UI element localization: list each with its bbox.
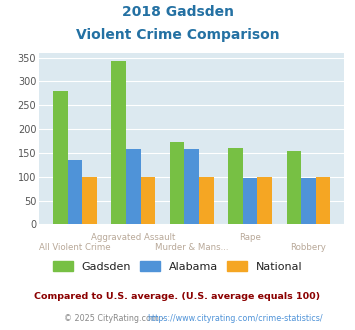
Legend: Gadsden, Alabama, National: Gadsden, Alabama, National — [48, 256, 307, 276]
Bar — [111, 61, 126, 224]
Text: https://www.cityrating.com/crime-statistics/: https://www.cityrating.com/crime-statist… — [147, 314, 323, 323]
Bar — [199, 177, 214, 224]
Bar — [126, 149, 141, 224]
Bar — [141, 177, 155, 224]
Bar — [53, 91, 67, 224]
Text: All Violent Crime: All Violent Crime — [39, 243, 111, 251]
Text: Murder & Mans...: Murder & Mans... — [155, 243, 229, 251]
Bar — [184, 149, 199, 224]
Text: Violent Crime Comparison: Violent Crime Comparison — [76, 28, 279, 42]
Text: Robbery: Robbery — [291, 243, 327, 251]
Bar — [257, 177, 272, 224]
Text: 2018 Gadsden: 2018 Gadsden — [121, 5, 234, 19]
Bar — [67, 160, 82, 224]
Bar — [243, 178, 257, 224]
Bar — [82, 177, 97, 224]
Text: Compared to U.S. average. (U.S. average equals 100): Compared to U.S. average. (U.S. average … — [34, 292, 321, 301]
Text: Aggravated Assault: Aggravated Assault — [91, 233, 175, 242]
Bar — [316, 177, 331, 224]
Text: Rape: Rape — [239, 233, 261, 242]
Bar — [228, 148, 243, 224]
Bar — [286, 150, 301, 224]
Bar — [170, 142, 184, 224]
Bar — [301, 178, 316, 224]
Text: © 2025 CityRating.com -: © 2025 CityRating.com - — [64, 314, 167, 323]
